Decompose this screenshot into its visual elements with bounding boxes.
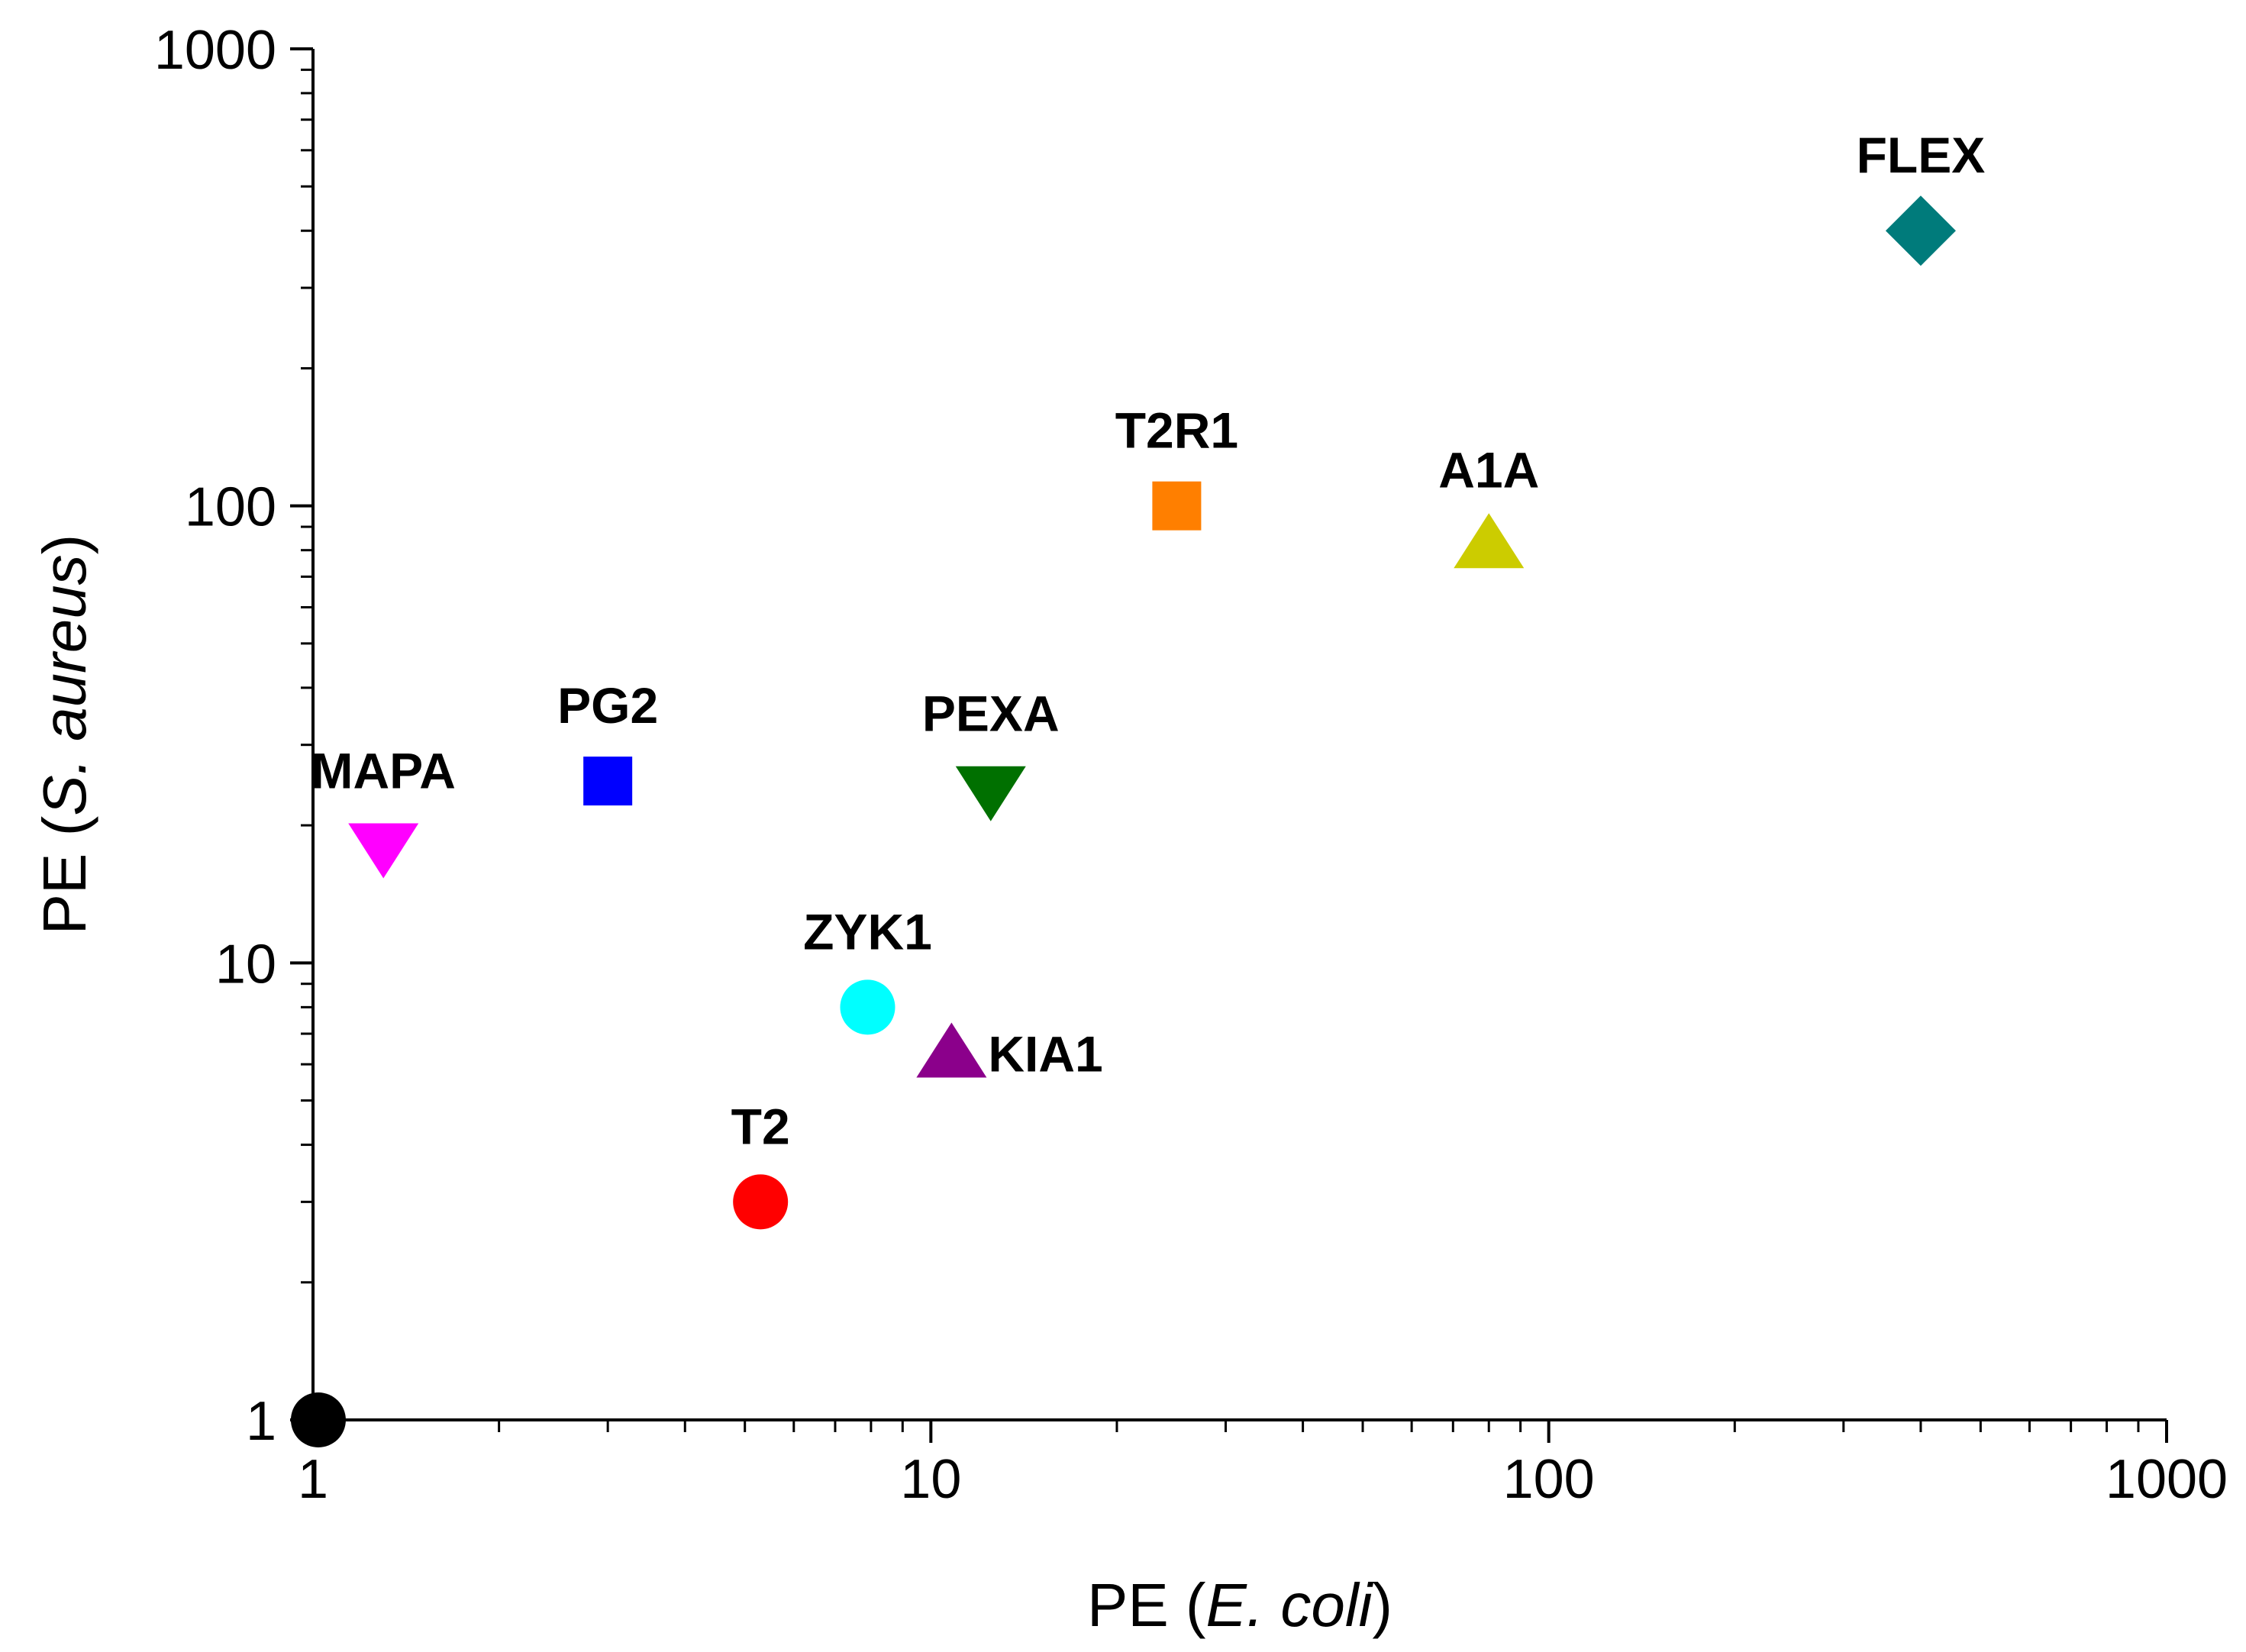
y-ticks: 1 10 100 1000 (154, 20, 313, 1452)
y-tick-label: 1000 (154, 20, 276, 81)
x-ticks: 1 10 100 1000 (298, 1420, 2228, 1510)
point-pexa: PEXA (922, 686, 1060, 821)
x-tick-label: 100 (1503, 1449, 1595, 1510)
marker-diamond (1885, 195, 1956, 266)
point-label: KIA1 (988, 1025, 1102, 1082)
x-tick-label: 1 (298, 1449, 328, 1510)
x-tick-label: 10 (900, 1449, 961, 1510)
y-tick-label: 1 (246, 1391, 276, 1452)
marker-circle (840, 979, 895, 1035)
marker-square (583, 757, 633, 806)
point-t2: T2 (731, 1098, 790, 1230)
point-flex: FLEX (1857, 127, 1986, 266)
data-points: MAPA PG2 PEXA ZYK1 KIA1 T2 T2R1 A1A FLEX (290, 127, 1986, 1447)
point-kia1: KIA1 (916, 1022, 1103, 1082)
marker-triangle-down (348, 823, 419, 879)
y-tick-label: 10 (215, 934, 276, 995)
point-mapa: MAPA (311, 743, 456, 879)
point-label: FLEX (1857, 127, 1986, 183)
axes: 1 10 100 1000 1 10 100 1000 (154, 20, 2228, 1510)
point-t2r1: T2R1 (1115, 402, 1238, 531)
y-axis-title: PE (S. aureus) (31, 534, 98, 935)
x-tick-label: 1000 (2106, 1449, 2228, 1510)
marker-square (1152, 481, 1202, 531)
marker-circle (290, 1392, 346, 1447)
point-label: PG2 (557, 677, 658, 734)
point-label: T2R1 (1115, 402, 1238, 459)
point-label: T2 (731, 1098, 790, 1154)
point-zyk1: ZYK1 (803, 903, 932, 1035)
point-origin (290, 1392, 346, 1447)
marker-circle (733, 1174, 789, 1230)
point-label: ZYK1 (803, 903, 932, 960)
x-axis-title: PE (E. coli) (1087, 1571, 1392, 1639)
point-label: PEXA (922, 686, 1060, 742)
marker-triangle-down (955, 766, 1026, 821)
point-pg2: PG2 (557, 677, 658, 806)
point-a1a: A1A (1438, 441, 1539, 569)
marker-triangle-up (916, 1022, 987, 1078)
marker-triangle-up (1454, 513, 1525, 569)
y-tick-label: 100 (185, 477, 276, 538)
point-label: MAPA (311, 743, 455, 799)
point-label: A1A (1438, 441, 1539, 498)
